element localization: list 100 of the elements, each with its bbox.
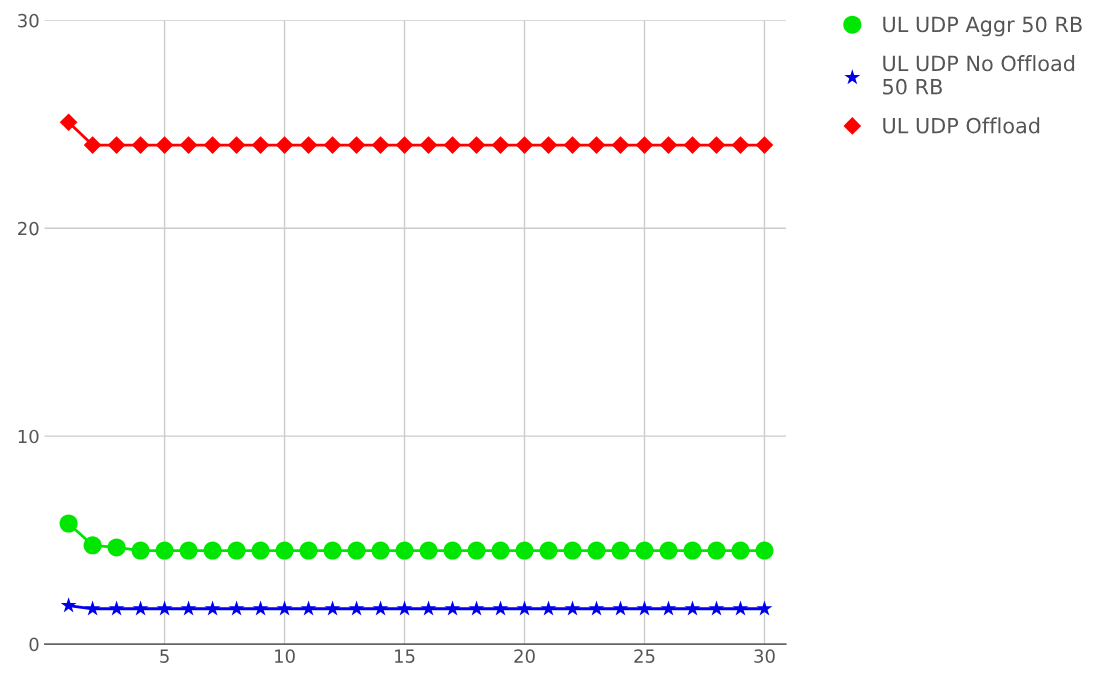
point <box>275 136 294 154</box>
point <box>492 600 509 616</box>
point <box>563 136 582 154</box>
point <box>132 600 149 616</box>
point <box>227 541 246 560</box>
x-tick-label: 10 <box>275 649 295 663</box>
point <box>107 136 126 154</box>
point <box>300 600 317 616</box>
point <box>395 136 414 154</box>
point <box>564 600 581 616</box>
point <box>612 600 629 616</box>
point <box>683 136 702 154</box>
point <box>516 600 533 616</box>
point <box>659 136 678 154</box>
point <box>203 541 222 560</box>
legend-label: UL UDP Aggr 50 RB <box>883 16 1082 37</box>
point <box>443 136 462 154</box>
point <box>371 136 390 154</box>
point <box>155 136 174 154</box>
point <box>611 136 630 154</box>
point <box>707 541 726 560</box>
point <box>563 541 582 560</box>
point <box>587 136 606 154</box>
point <box>59 514 78 533</box>
point <box>660 600 677 616</box>
point <box>251 136 270 154</box>
point <box>83 136 102 154</box>
point <box>491 136 510 154</box>
point <box>707 136 726 154</box>
point <box>155 541 174 560</box>
point <box>131 136 150 154</box>
point <box>348 600 365 616</box>
point <box>659 541 678 560</box>
point <box>683 541 702 560</box>
point <box>611 541 630 560</box>
point <box>396 600 413 616</box>
point <box>60 597 77 613</box>
point <box>347 541 366 560</box>
point <box>635 136 654 154</box>
point <box>323 136 342 154</box>
point <box>299 136 318 154</box>
point <box>515 541 534 560</box>
point <box>203 136 222 154</box>
point <box>84 600 101 616</box>
point <box>515 136 534 154</box>
point <box>251 541 270 560</box>
point <box>731 136 750 154</box>
point <box>755 541 774 560</box>
point <box>540 600 557 616</box>
y-tick-label: 10 <box>18 429 39 444</box>
point <box>635 541 654 560</box>
point <box>347 136 366 154</box>
legend-label: UL UDP No Offload 50 RB <box>883 55 1075 95</box>
y-tick-label: 20 <box>18 221 39 236</box>
point <box>372 600 389 616</box>
point <box>371 541 390 560</box>
point <box>204 600 221 616</box>
point <box>324 600 341 616</box>
point <box>755 136 774 154</box>
point <box>131 541 150 560</box>
point <box>252 600 269 616</box>
x-tick-label: 5 <box>160 649 169 663</box>
point <box>467 541 486 560</box>
point <box>107 538 126 557</box>
point <box>587 541 606 560</box>
point <box>443 541 462 560</box>
point <box>756 600 773 616</box>
x-tick-label: 15 <box>395 649 415 663</box>
point <box>299 541 318 560</box>
point <box>419 136 438 154</box>
point <box>468 600 485 616</box>
point <box>276 600 293 616</box>
point <box>539 541 558 560</box>
point <box>708 600 725 616</box>
point <box>395 541 414 560</box>
point <box>275 541 294 560</box>
point <box>179 136 198 154</box>
point <box>323 541 342 560</box>
point <box>636 600 653 616</box>
point <box>684 600 701 616</box>
point <box>539 136 558 154</box>
point <box>59 113 78 132</box>
point <box>156 600 173 616</box>
point <box>228 600 245 616</box>
point <box>731 541 750 560</box>
point <box>732 600 749 616</box>
y-tick-label: 0 <box>29 637 39 652</box>
y-tick-label: 30 <box>18 13 39 28</box>
point <box>588 600 605 616</box>
point <box>444 600 461 616</box>
x-tick-label: 25 <box>634 649 655 663</box>
legend-label: UL UDP Offload <box>883 117 1040 134</box>
point <box>179 541 198 560</box>
point <box>180 600 197 616</box>
point <box>83 536 102 555</box>
point <box>491 541 510 560</box>
x-tick-label: 30 <box>754 649 775 663</box>
point <box>467 136 486 154</box>
point <box>420 600 437 616</box>
point <box>227 136 246 154</box>
